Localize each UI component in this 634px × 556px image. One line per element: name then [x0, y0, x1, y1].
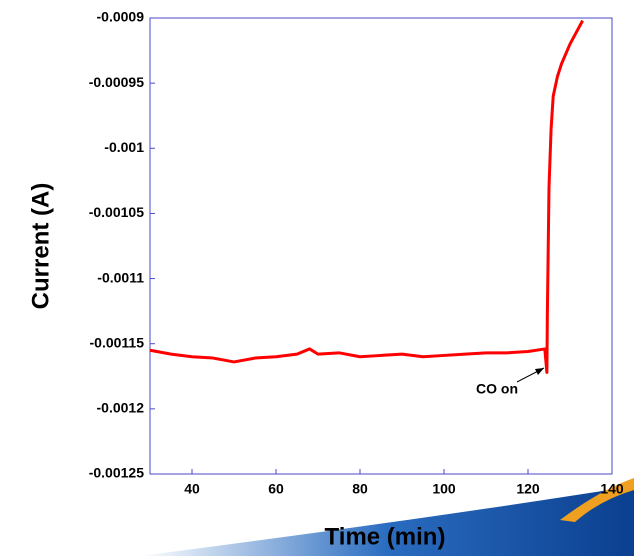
y-axis-label: Current (A): [27, 183, 54, 310]
x-tick-label: 140: [600, 481, 624, 497]
y-tick-label: -0.00105: [89, 204, 144, 220]
arrow-head: [535, 368, 544, 375]
y-tick-label: -0.00125: [89, 465, 144, 481]
y-tick-label: -0.00115: [90, 334, 145, 350]
y-tick-label: -0.0012: [97, 400, 145, 416]
x-tick-label: 100: [432, 481, 456, 497]
y-tick-label: -0.001: [104, 139, 144, 155]
x-axis-label: Time (min): [325, 523, 446, 550]
y-tick-label: -0.0009: [97, 9, 145, 25]
data-line: [149, 19, 584, 374]
x-tick-label: 80: [352, 481, 368, 497]
decor-accent: [560, 478, 634, 522]
y-tick-label: -0.0011: [97, 269, 144, 285]
x-tick-label: 40: [184, 481, 200, 497]
x-tick-label: 120: [516, 481, 540, 497]
x-tick-label: 60: [268, 481, 284, 497]
y-tick-label: -0.00095: [89, 74, 144, 90]
decor-swoosh: [140, 486, 634, 556]
plot-frame: [149, 17, 613, 475]
annotation: CO on: [476, 381, 518, 397]
